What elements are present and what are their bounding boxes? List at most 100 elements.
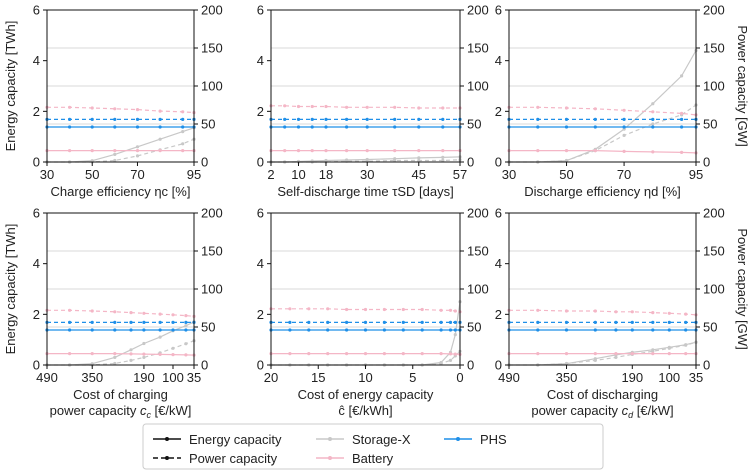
battery-power-point	[171, 313, 175, 317]
storagex-power-line	[47, 340, 195, 366]
y-tick-label-energy: 4	[257, 256, 264, 271]
battery-power-point	[113, 107, 117, 111]
battery-energy-point	[365, 149, 369, 153]
phs-energy-point	[90, 125, 94, 129]
phs-energy-point	[393, 125, 397, 129]
phs-power-point	[326, 320, 330, 324]
phs-energy-point	[614, 328, 618, 332]
storagex-power-point	[113, 361, 117, 366]
x-tick-label: 35	[689, 370, 703, 385]
y-tick-label-power: 100	[201, 282, 223, 297]
x-axis-label: Cost of energy capacity	[298, 387, 434, 402]
battery-energy-point	[417, 149, 421, 153]
y-tick-label-power: 200	[201, 3, 223, 18]
battery-power-point	[420, 307, 424, 312]
battery-power-point	[68, 105, 72, 109]
x-tick-label: 490	[36, 370, 58, 385]
phs-power-point	[667, 320, 671, 324]
y-tick-label-power: 100	[703, 282, 725, 297]
storagex-power-point	[439, 361, 443, 366]
battery-energy-point	[439, 352, 443, 356]
battery-power-point	[68, 308, 72, 312]
x-tick-label: 30	[40, 167, 54, 182]
phs-energy-point	[536, 125, 540, 129]
storagex-power-point	[651, 349, 655, 353]
phs-energy-point	[680, 125, 684, 129]
storagex-energy-point	[129, 348, 133, 352]
phs-power-point	[441, 117, 445, 121]
y-tick-label-power: 200	[201, 206, 223, 221]
battery-energy-point	[401, 352, 405, 356]
legend-storagex-label: Storage-X	[352, 432, 411, 447]
battery-energy-point	[158, 149, 162, 153]
y-tick-label-energy: 2	[33, 307, 40, 322]
phs-power-point	[651, 117, 655, 121]
storagex-power-point	[564, 158, 569, 163]
battery-power-point	[680, 111, 684, 115]
phs-power-point	[324, 117, 328, 121]
battery-energy-point	[184, 353, 188, 357]
y-tick-label-energy: 0	[257, 155, 264, 170]
phs-power-point	[564, 117, 569, 121]
phs-energy-point	[113, 328, 117, 332]
battery-energy-point	[90, 352, 94, 356]
x-tick-label: 20	[264, 370, 278, 385]
battery-power-point	[536, 308, 540, 312]
phs-energy-point	[593, 328, 597, 332]
storagex-power-point	[113, 158, 117, 163]
phs-power-point	[283, 117, 287, 121]
battery-energy-point	[363, 352, 368, 356]
y-tick-label-energy: 0	[33, 358, 40, 373]
legend-energy-label: Energy capacity	[189, 432, 282, 447]
x-axis-label: power capacity cd [€/kW]	[531, 403, 673, 420]
battery-energy-point	[296, 149, 301, 153]
y-tick-label-energy: 4	[33, 256, 40, 271]
x-axis-label: Self-discharge time τSD [days]	[277, 184, 453, 199]
battery-energy-point	[345, 149, 349, 153]
phs-energy-point	[564, 125, 569, 129]
x-tick-label: 57	[453, 167, 467, 182]
phs-energy-point	[129, 328, 133, 332]
battery-power-point	[667, 311, 671, 315]
legend-frame	[142, 423, 604, 470]
battery-power-point	[393, 105, 397, 109]
y-tick-label-power: 150	[703, 244, 725, 259]
phs-energy-point	[417, 125, 421, 129]
storagex-energy-line	[47, 127, 195, 163]
phs-energy-point	[441, 125, 445, 129]
storagex-power-point	[135, 154, 140, 158]
y-tick-label-energy: 2	[257, 307, 264, 322]
y-tick-label-power: 150	[201, 244, 223, 259]
battery-power-point	[90, 309, 94, 313]
phs-power-point	[345, 320, 349, 324]
battery-energy-point	[310, 149, 314, 153]
storagex-energy-point	[135, 145, 140, 149]
battery-power-point	[90, 106, 94, 110]
x-axis-label: power capacity cc [€/kW]	[50, 403, 192, 420]
battery-power-point	[365, 105, 369, 109]
phs-energy-point	[684, 328, 688, 332]
phs-energy-point	[667, 328, 671, 332]
battery-energy-point	[536, 352, 540, 356]
y-tick-label-energy: 0	[495, 358, 502, 373]
battery-energy-point	[382, 352, 386, 356]
panel-2: 2 10 18 30 45 570246050100150200Self-discharg…	[257, 3, 489, 200]
storagex-power-point	[129, 358, 133, 362]
phs-power-point	[680, 117, 684, 121]
storagex-power-point	[614, 355, 618, 359]
phs-power-point	[135, 117, 140, 121]
battery-energy-point	[684, 352, 688, 356]
battery-power-point	[345, 105, 349, 109]
phs-energy-point	[310, 125, 314, 129]
battery-power-point	[181, 110, 185, 114]
storagex-power-point	[564, 361, 569, 366]
storagex-power-point	[417, 158, 421, 163]
energy-axis-label-bottom: Energy capacity [TWh]	[3, 224, 18, 355]
phs-power-point	[307, 320, 311, 324]
y-tick-label-power: 100	[201, 79, 223, 94]
phs-power-point	[614, 320, 618, 324]
x-tick-label: 70	[130, 167, 144, 182]
battery-power-point	[684, 312, 688, 316]
battery-energy-point	[630, 352, 634, 356]
